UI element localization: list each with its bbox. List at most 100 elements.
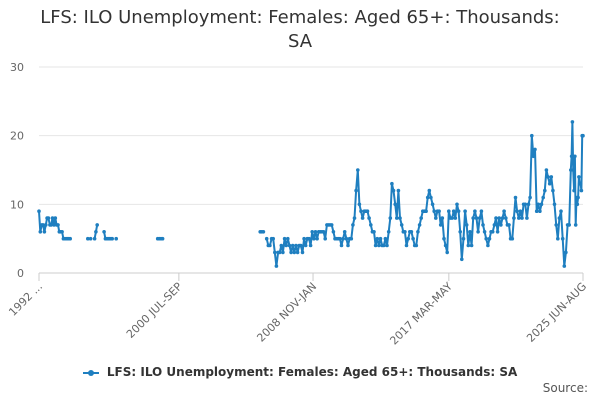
data-point <box>460 257 464 262</box>
data-point <box>312 236 316 241</box>
data-point <box>482 230 487 234</box>
data-point <box>399 223 404 227</box>
data-point <box>360 216 365 220</box>
data-point <box>50 216 55 220</box>
data-point <box>554 223 558 227</box>
data-point <box>451 209 456 213</box>
data-point <box>546 175 550 179</box>
x-tick-label: 1992 ... <box>6 280 45 319</box>
data-point <box>445 250 450 255</box>
data-point <box>526 202 531 207</box>
data-point <box>377 243 381 248</box>
data-point <box>518 209 523 213</box>
data-point <box>411 236 415 241</box>
data-point <box>476 230 480 234</box>
data-point <box>356 168 360 172</box>
data-point <box>572 188 576 193</box>
data-point <box>391 188 396 193</box>
data-point <box>507 223 511 227</box>
data-point <box>310 230 315 234</box>
data-point <box>510 236 515 241</box>
data-point <box>110 236 114 241</box>
data-point <box>455 202 459 207</box>
data-point <box>466 243 471 248</box>
data-point <box>547 181 552 186</box>
data-point <box>437 209 441 213</box>
data-point <box>403 230 407 234</box>
data-point <box>290 243 295 248</box>
data-point <box>331 230 336 234</box>
data-point <box>308 243 313 248</box>
chart-title-line-1: LFS: ILO Unemployment: Females: Aged 65+… <box>40 7 560 28</box>
data-point <box>365 209 370 213</box>
data-point <box>461 236 466 241</box>
data-point <box>473 209 477 213</box>
data-point <box>512 216 516 220</box>
data-point <box>504 216 508 220</box>
data-point <box>315 236 319 241</box>
data-point <box>464 223 469 227</box>
data-point <box>494 216 498 220</box>
chart-title: LFS: ILO Unemployment: Females: Aged 65+… <box>0 6 600 54</box>
data-point <box>289 250 293 255</box>
data-point <box>388 216 393 220</box>
data-point <box>383 236 388 241</box>
gridlines <box>39 66 583 274</box>
data-point <box>424 209 428 213</box>
data-point <box>329 223 334 227</box>
x-tick-label: 2017 MAR-MAY <box>387 280 455 348</box>
data-point <box>385 243 389 248</box>
data-point <box>559 209 563 213</box>
data-point <box>528 195 532 200</box>
data-point <box>279 243 284 248</box>
data-point <box>372 230 376 234</box>
y-tick-label: 20 <box>10 130 24 143</box>
data-point <box>434 216 438 220</box>
data-point <box>481 223 485 227</box>
data-point <box>344 236 349 241</box>
chart-title-line-2: SA <box>287 31 313 52</box>
x-tick-label: 2008 NOV-JAN <box>254 280 319 345</box>
data-point <box>354 188 358 193</box>
data-point <box>513 195 518 200</box>
data-point <box>295 250 300 255</box>
data-point <box>341 236 345 241</box>
data-point <box>560 236 565 241</box>
data-point <box>300 250 305 255</box>
data-point <box>414 243 419 248</box>
data-point <box>60 230 64 234</box>
data-point <box>286 236 290 241</box>
data-point <box>313 230 318 234</box>
data-point <box>367 216 371 220</box>
data-point <box>277 250 282 255</box>
data-point <box>469 243 474 248</box>
data-point <box>396 188 401 193</box>
legend[interactable]: LFS: ILO Unemployment: Females: Aged 65+… <box>0 365 600 379</box>
data-point <box>352 216 357 220</box>
data-point <box>417 223 422 227</box>
data-point <box>499 223 503 227</box>
data-point <box>287 243 292 248</box>
legend-line-marker-icon <box>82 368 99 378</box>
data-point <box>303 243 308 248</box>
data-point <box>556 236 560 241</box>
data-point <box>41 223 45 227</box>
data-point <box>477 216 482 220</box>
data-point <box>569 154 574 159</box>
data-point <box>52 223 56 227</box>
data-point <box>576 195 580 200</box>
data-point <box>38 230 43 234</box>
data-point <box>479 209 484 213</box>
data-point <box>271 236 276 241</box>
data-point <box>281 250 285 255</box>
data-point <box>549 175 554 179</box>
data-point <box>573 154 577 159</box>
data-point <box>581 133 585 138</box>
data-point <box>430 202 435 207</box>
data-point <box>395 216 399 220</box>
data-point <box>321 230 326 234</box>
data-point <box>515 209 519 213</box>
series-layer <box>37 120 585 268</box>
data-point <box>575 202 580 207</box>
data-point <box>450 216 454 220</box>
